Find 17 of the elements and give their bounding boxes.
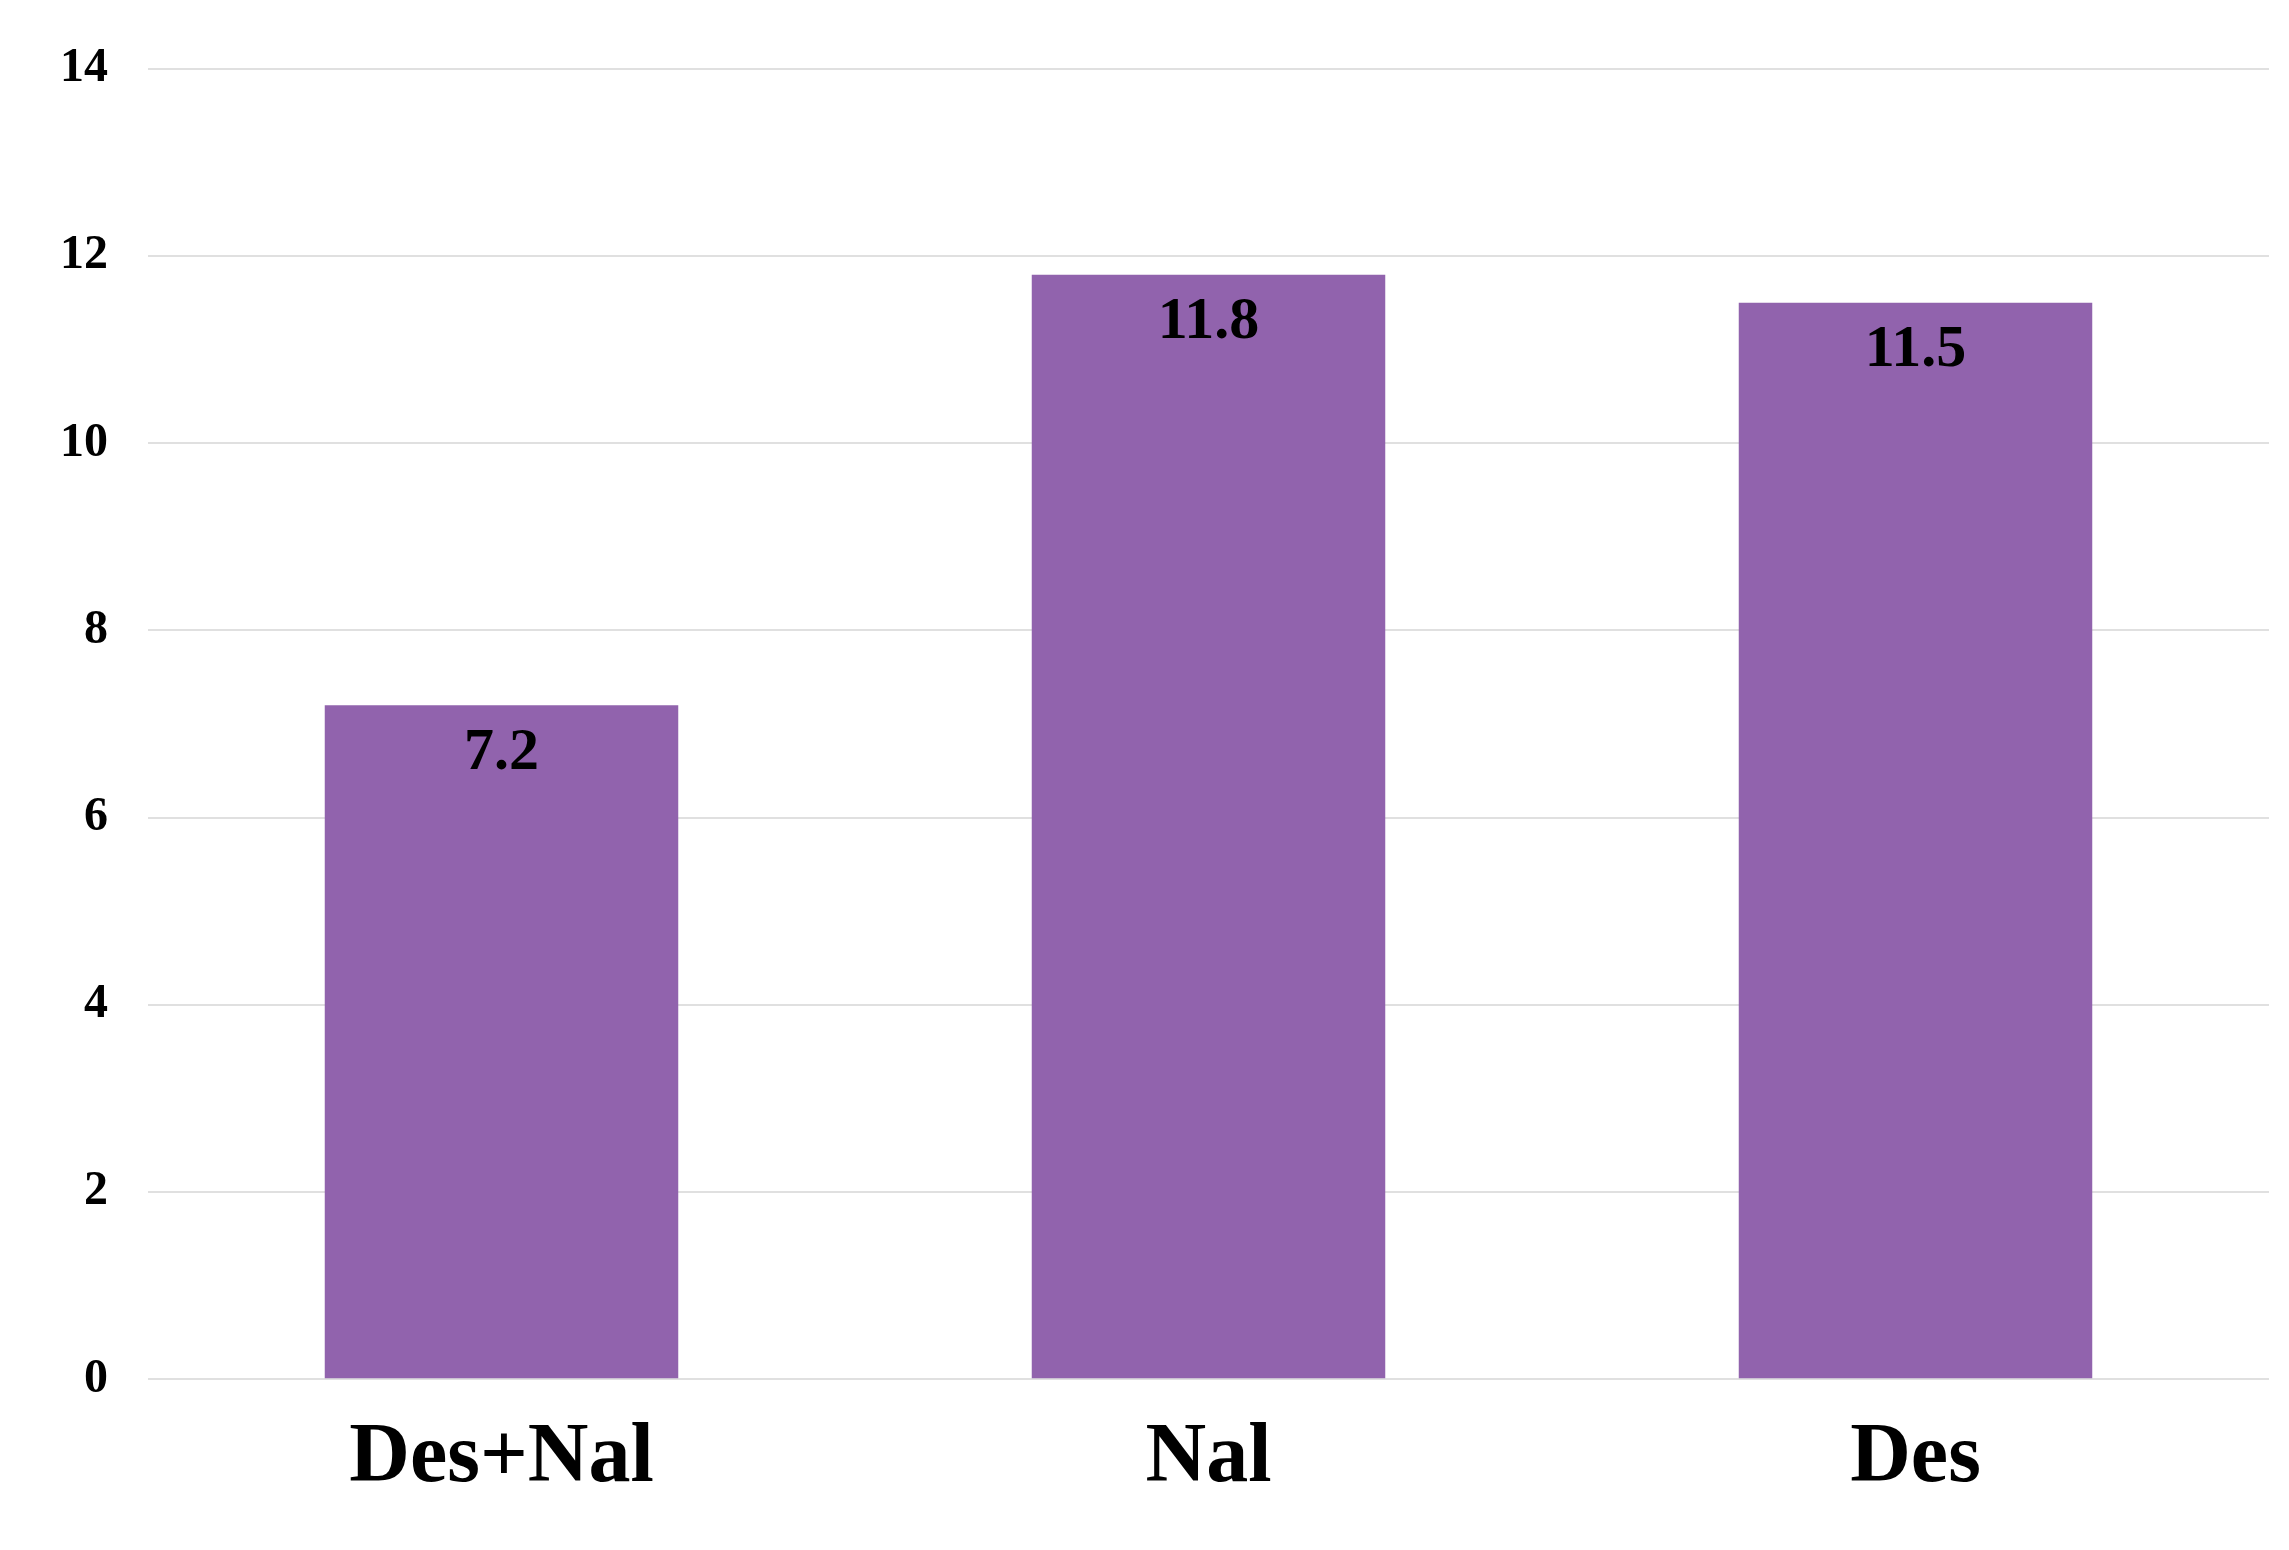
data-label: 11.5 — [1864, 313, 1967, 380]
bar — [1738, 302, 2093, 1379]
y-tick-label: 12 — [60, 225, 108, 279]
y-tick-label: 10 — [60, 412, 108, 466]
y-tick-label: 6 — [84, 787, 108, 841]
y-tick-label: 8 — [84, 599, 108, 653]
x-tick-label: Des+Nal — [349, 1406, 654, 1500]
x-tick-label: Nal — [1145, 1406, 1272, 1500]
y-tick-label: 4 — [84, 974, 108, 1028]
y-tick-label: 14 — [60, 38, 108, 92]
x-tick-label: Des — [1850, 1406, 1981, 1500]
y-tick-label: 2 — [84, 1161, 108, 1215]
bar — [1031, 274, 1386, 1379]
data-label: 7.2 — [464, 715, 539, 782]
y-tick-label: 0 — [84, 1348, 108, 1402]
bar — [324, 705, 679, 1379]
data-label: 11.8 — [1157, 285, 1260, 352]
